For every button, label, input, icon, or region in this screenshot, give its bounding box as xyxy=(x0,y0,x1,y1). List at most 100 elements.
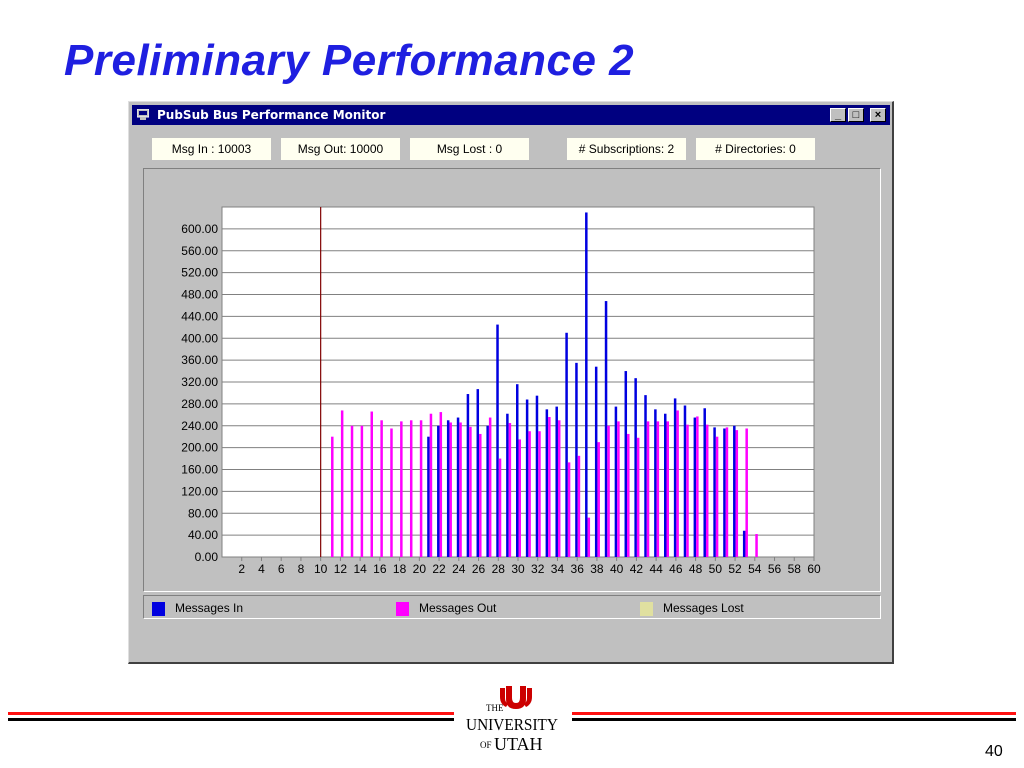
bar-messages-in xyxy=(703,408,706,557)
footer-rule-left-dark xyxy=(8,718,454,721)
chart-legend: Messages In Messages Out Messages Lost xyxy=(143,595,881,619)
bar-messages-out xyxy=(498,458,502,557)
block-u-icon xyxy=(500,686,532,709)
bar-messages-in xyxy=(624,371,628,557)
bar-messages-out xyxy=(725,427,729,557)
x-tick-label: 18 xyxy=(393,562,407,576)
x-tick-label: 22 xyxy=(432,562,446,576)
bar-messages-out xyxy=(479,433,482,557)
bar-messages-in xyxy=(466,394,470,557)
bar-messages-out xyxy=(409,420,413,557)
bar-messages-out xyxy=(380,420,383,557)
page-number: 40 xyxy=(985,743,1003,760)
x-tick-label: 4 xyxy=(258,562,265,576)
bar-messages-in xyxy=(614,406,618,557)
y-tick-label: 520.00 xyxy=(181,266,218,280)
legend-item-messages-in: Messages In xyxy=(152,600,243,616)
y-tick-label: 360.00 xyxy=(181,353,218,367)
msg-lost-counter: Msg Lost : 0 xyxy=(410,138,529,160)
bar-messages-out xyxy=(617,421,620,557)
university-of-utah-logo: THE UNIVERSITY OF UTAH xyxy=(466,686,558,754)
bar-messages-out xyxy=(607,425,610,557)
window-title-bar[interactable]: PubSub Bus Performance Monitor _ □ × xyxy=(132,105,890,125)
x-tick-label: 26 xyxy=(472,562,486,576)
bar-messages-in xyxy=(742,530,746,557)
bar-messages-in xyxy=(723,428,726,557)
bar-messages-in xyxy=(496,324,499,557)
monitor-app-icon xyxy=(137,109,149,120)
bar-messages-in xyxy=(555,406,558,557)
minimize-button[interactable]: _ xyxy=(830,108,846,122)
footer-rule-right-red xyxy=(572,712,1016,715)
bar-messages-out xyxy=(548,417,551,557)
bar-messages-in xyxy=(486,425,489,557)
x-tick-label: 60 xyxy=(807,562,821,576)
x-tick-label: 40 xyxy=(610,562,624,576)
bar-messages-in xyxy=(654,409,657,557)
bar-messages-in xyxy=(664,413,667,557)
bar-messages-out xyxy=(676,410,679,557)
bar-messages-out xyxy=(350,425,354,557)
x-tick-label: 16 xyxy=(373,562,387,576)
x-tick-label: 46 xyxy=(669,562,683,576)
logo-the-text: THE xyxy=(486,703,504,713)
bar-messages-out xyxy=(567,462,571,557)
performance-monitor-window: PubSub Bus Performance Monitor _ □ × Msg… xyxy=(128,101,894,664)
y-tick-label: 120.00 xyxy=(181,484,218,498)
bar-messages-in xyxy=(565,332,568,557)
x-tick-label: 58 xyxy=(788,562,802,576)
y-tick-label: 440.00 xyxy=(181,309,218,323)
x-tick-label: 54 xyxy=(748,562,762,576)
bar-messages-in xyxy=(516,384,519,557)
x-tick-label: 36 xyxy=(571,562,585,576)
bar-messages-out xyxy=(587,517,591,557)
close-button[interactable]: × xyxy=(870,108,886,122)
legend-swatch-messages-lost xyxy=(640,601,653,616)
bar-messages-out xyxy=(755,534,758,557)
x-tick-label: 50 xyxy=(709,562,723,576)
bar-messages-in xyxy=(575,362,578,557)
y-tick-label: 160.00 xyxy=(181,463,218,477)
bar-messages-out xyxy=(469,426,472,557)
y-tick-label: 560.00 xyxy=(181,244,218,258)
x-tick-label: 34 xyxy=(551,562,565,576)
bar-messages-out xyxy=(715,436,719,557)
logo-of-text: OF xyxy=(480,740,492,750)
bar-messages-out xyxy=(656,421,660,557)
bar-messages-out xyxy=(449,422,452,557)
bar-messages-out xyxy=(557,420,561,557)
bar-messages-out xyxy=(360,425,364,557)
legend-swatch-messages-out xyxy=(396,601,409,616)
x-tick-label: 10 xyxy=(314,562,328,576)
x-tick-label: 56 xyxy=(768,562,782,576)
bar-messages-out xyxy=(597,442,600,557)
x-tick-label: 30 xyxy=(511,562,525,576)
bar-messages-out xyxy=(646,421,650,557)
bar-messages-in xyxy=(693,417,697,557)
bar-messages-in xyxy=(713,427,716,557)
bar-messages-out xyxy=(429,413,433,557)
bar-messages-out xyxy=(528,431,531,557)
performance-bar-chart: 0.0040.0080.00120.00160.00200.00240.0028… xyxy=(181,206,821,576)
y-tick-label: 80.00 xyxy=(188,506,218,520)
bar-messages-in xyxy=(585,212,588,557)
msg-out-counter: Msg Out: 10000 xyxy=(281,138,400,160)
bar-messages-in xyxy=(476,389,480,557)
bar-messages-out xyxy=(488,417,492,557)
x-tick-label: 44 xyxy=(649,562,663,576)
bar-messages-in xyxy=(446,420,450,557)
window-title: PubSub Bus Performance Monitor xyxy=(157,108,386,122)
x-tick-label: 14 xyxy=(353,562,367,576)
y-tick-label: 320.00 xyxy=(181,375,218,389)
y-tick-label: 280.00 xyxy=(181,397,218,411)
bar-messages-out xyxy=(735,430,739,557)
legend-label-messages-in: Messages In xyxy=(175,601,244,615)
legend-item-messages-lost: Messages Lost xyxy=(640,600,744,616)
x-tick-label: 24 xyxy=(452,562,466,576)
maximize-button[interactable]: □ xyxy=(848,108,864,122)
logo-utah-text: UTAH xyxy=(494,734,543,754)
footer-rule-left-red xyxy=(8,712,454,715)
y-tick-label: 480.00 xyxy=(181,288,218,302)
x-tick-label: 12 xyxy=(334,562,348,576)
y-tick-label: 0.00 xyxy=(195,550,219,564)
